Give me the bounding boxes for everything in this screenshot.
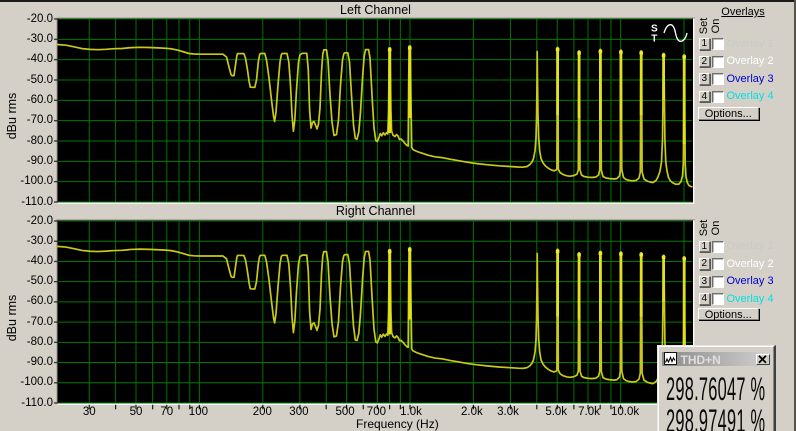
svg-text:S: S: [651, 24, 658, 35]
svg-text:T: T: [651, 34, 657, 45]
